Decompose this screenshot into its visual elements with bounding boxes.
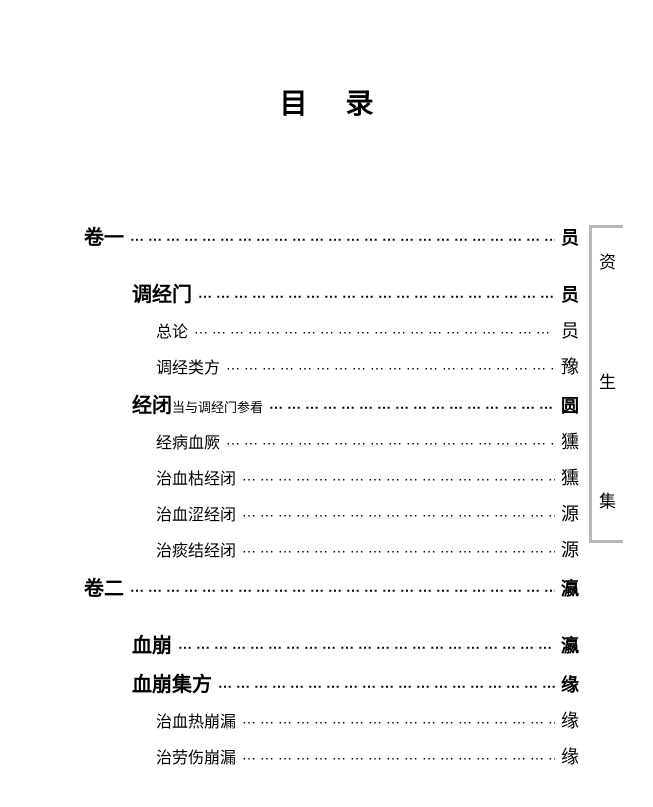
toc-label: 血崩集方 <box>132 668 212 697</box>
side-tab: 资 生 集 <box>589 225 623 543</box>
toc-entry: 治劳伤崩漏 缘 <box>84 743 579 769</box>
toc-page: 缘 <box>555 671 579 697</box>
page-title: 目录 <box>0 0 653 122</box>
toc-label: 治劳伤崩漏 <box>156 744 236 768</box>
toc-entry: 治血枯经闭 獯 <box>84 464 579 490</box>
toc-entry: 经闭当与调经门参看 圆 <box>84 389 579 418</box>
toc-entry: 卷二 瀛 <box>84 572 579 601</box>
toc-page: 瀛 <box>555 632 579 658</box>
toc-label: 经闭 <box>132 389 172 418</box>
side-tab-char: 资 <box>599 248 616 273</box>
toc-dots <box>188 325 555 342</box>
toc-page: 瀛 <box>555 575 579 601</box>
toc-page: 缘 <box>555 707 579 733</box>
side-tab-char: 生 <box>599 368 616 393</box>
toc-dots <box>220 361 555 378</box>
toc-dots <box>236 544 555 561</box>
toc-dots <box>220 436 555 453</box>
toc-dots <box>236 715 555 732</box>
toc-label: 总论 <box>156 318 188 342</box>
toc-dots <box>192 289 555 306</box>
toc-entry: 血崩 瀛 <box>84 629 579 658</box>
toc-page: 缘 <box>555 743 579 769</box>
toc-entry: 调经类方 豫 <box>84 353 579 379</box>
toc-page: 獯 <box>555 464 579 490</box>
toc-page: 獯 <box>555 428 579 454</box>
toc-page: 源 <box>555 500 579 526</box>
toc-dots <box>212 679 555 696</box>
toc-note: 当与调经门参看 <box>172 397 263 416</box>
toc-label: 治血热崩漏 <box>156 708 236 732</box>
toc-page: 员 <box>555 281 579 307</box>
toc-label: 调经类方 <box>156 354 220 378</box>
toc-dots <box>236 751 555 768</box>
toc-page: 豫 <box>555 353 579 379</box>
toc-label: 治痰结经闭 <box>156 537 236 561</box>
toc-page: 员 <box>555 317 579 343</box>
toc-label: 经病血厥 <box>156 429 220 453</box>
side-tab-char: 集 <box>599 487 616 512</box>
toc-dots <box>236 472 555 489</box>
toc-entry: 血崩集方 缘 <box>84 668 579 697</box>
toc-label: 卷二 <box>84 572 124 601</box>
toc-page: 员 <box>555 224 579 250</box>
toc-dots <box>263 400 555 417</box>
toc-entry: 经病血厥 獯 <box>84 428 579 454</box>
table-of-contents: 卷一员调经门员总论员调经类方豫经闭当与调经门参看圆经病血厥獯治血枯经闭獯治血涩经… <box>84 215 579 779</box>
toc-dots <box>172 640 555 657</box>
toc-entry: 治痰结经闭 源 <box>84 536 579 562</box>
toc-entry: 调经门 员 <box>84 278 579 307</box>
toc-dots <box>124 583 555 600</box>
toc-page: 源 <box>555 536 579 562</box>
toc-entry: 治血涩经闭 源 <box>84 500 579 526</box>
toc-entry: 总论 员 <box>84 317 579 343</box>
toc-label: 治血涩经闭 <box>156 501 236 525</box>
toc-label: 治血枯经闭 <box>156 465 236 489</box>
toc-label: 卷一 <box>84 221 124 250</box>
toc-entry: 卷一 员 <box>84 221 579 250</box>
toc-label: 调经门 <box>132 278 192 307</box>
toc-page: 圆 <box>555 392 579 418</box>
toc-label: 血崩 <box>132 629 172 658</box>
toc-dots <box>124 232 555 249</box>
toc-entry: 治血热崩漏 缘 <box>84 707 579 733</box>
toc-dots <box>236 508 555 525</box>
